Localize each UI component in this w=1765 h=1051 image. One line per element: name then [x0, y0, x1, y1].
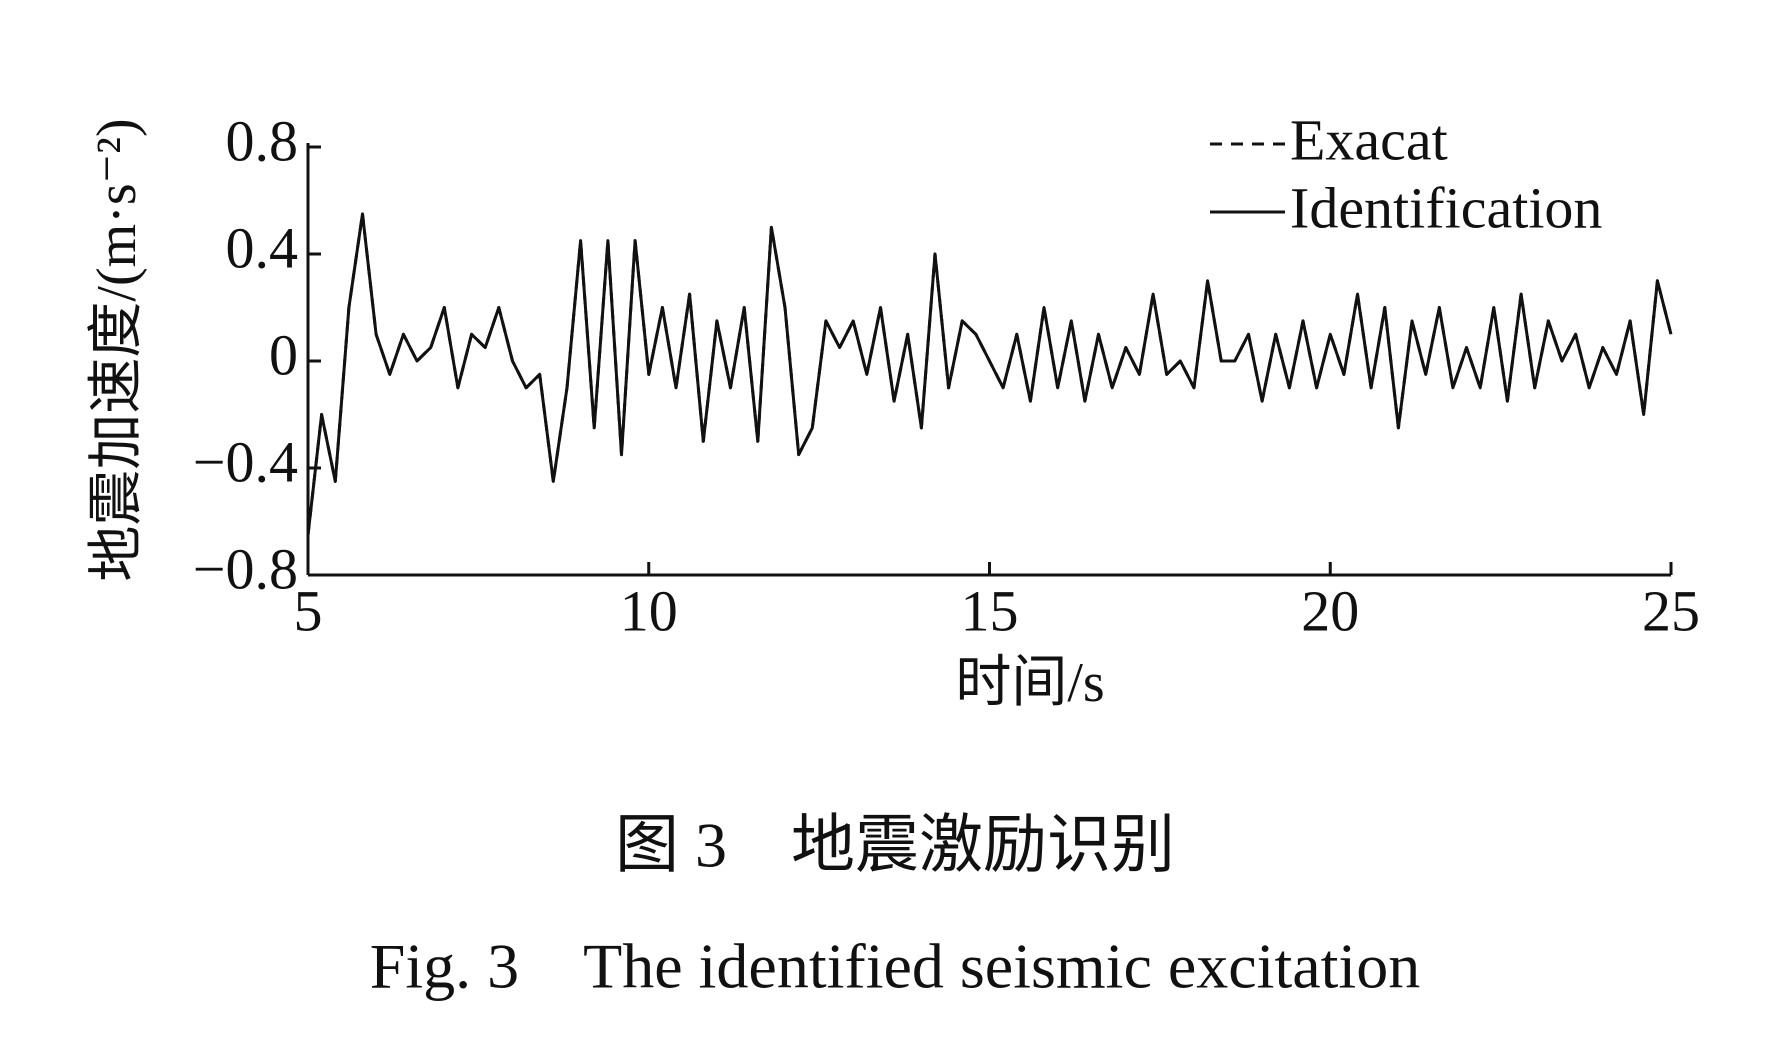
caption-en: Fig. 3 The identified seismic excitation — [370, 931, 1420, 1002]
y-tick-label: 0.8 — [226, 108, 299, 173]
x-tick-label: 5 — [294, 578, 323, 643]
x-axis-label: 时间/s — [955, 652, 1104, 714]
series-line — [306, 212, 1673, 536]
y-tick-label: −0.4 — [193, 429, 298, 494]
x-tick-label: 10 — [620, 578, 678, 643]
y-tick-label: 0 — [269, 322, 298, 387]
y-tick-label: 0.4 — [226, 215, 299, 280]
x-tick-label: 25 — [1642, 578, 1700, 643]
y-axis-label: 地震加速度/(m·s⁻²) — [86, 118, 148, 581]
legend-label: Identification — [1290, 175, 1602, 240]
series-line — [306, 212, 1673, 536]
legend-label: Exacat — [1290, 107, 1448, 172]
caption-cn: 图 3 地震激励识别 — [615, 810, 1175, 881]
x-tick-label: 20 — [1301, 578, 1359, 643]
y-tick-label: −0.8 — [193, 536, 298, 601]
x-tick-label: 15 — [961, 578, 1019, 643]
